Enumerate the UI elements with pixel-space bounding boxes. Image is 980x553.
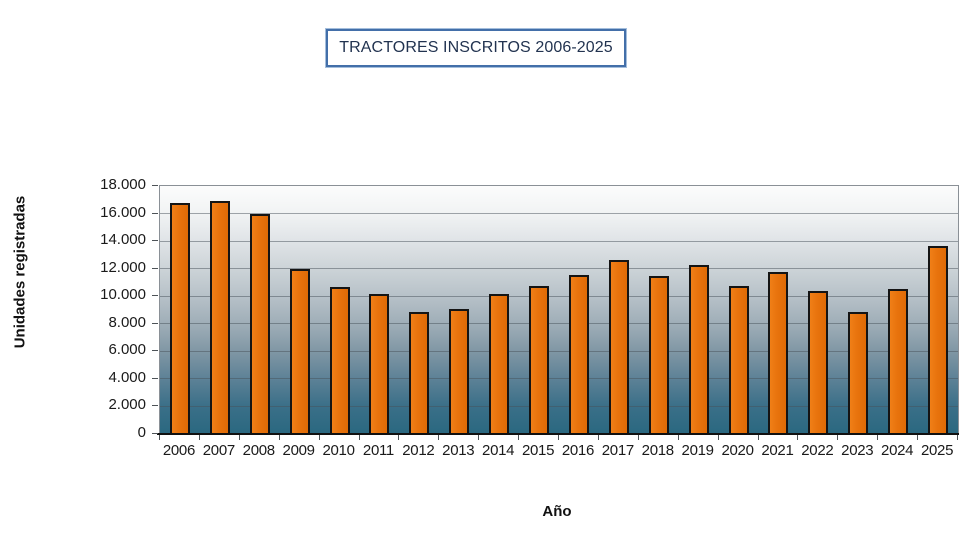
y-tick-label: 8.000 — [108, 313, 146, 331]
x-tick-mark — [278, 435, 280, 440]
x-tick-label: 2012 — [402, 442, 435, 459]
y-tick-mark — [152, 267, 158, 269]
bar-2021 — [768, 272, 789, 434]
bar-2010 — [329, 287, 350, 434]
gridline — [160, 323, 958, 325]
bar-2024 — [888, 289, 909, 434]
y-tick-label: 16.000 — [100, 203, 146, 221]
x-tick-label: 2022 — [801, 442, 834, 459]
x-tick-mark — [877, 435, 879, 440]
plot-area — [159, 185, 959, 435]
x-tick-label: 2014 — [482, 442, 515, 459]
x-tick-mark — [398, 435, 400, 440]
y-tick-label: 12.000 — [100, 258, 146, 276]
y-tick-mark — [152, 295, 158, 297]
y-tick-label: 6.000 — [108, 341, 146, 359]
y-tick-label: 18.000 — [100, 176, 146, 193]
bar-2022 — [808, 291, 829, 434]
gridline — [160, 350, 958, 352]
x-tick-label: 2006 — [162, 442, 196, 459]
y-tick-mark — [152, 212, 158, 214]
x-tick-label: 2024 — [881, 442, 914, 459]
bar-2017 — [608, 260, 629, 434]
x-axis-title: Año — [542, 503, 572, 520]
bar-2019 — [688, 265, 709, 434]
x-tick-label: 2007 — [202, 442, 235, 459]
x-tick-label: 2017 — [601, 442, 634, 459]
gridline — [160, 240, 958, 242]
bar-2025 — [928, 246, 949, 434]
bar-2023 — [848, 312, 869, 434]
bar-2018 — [648, 276, 669, 434]
x-tick-mark — [318, 435, 320, 440]
bar-2012 — [409, 312, 430, 434]
y-tick-mark — [152, 350, 158, 352]
y-tick-label: 14.000 — [100, 231, 146, 249]
x-tick-mark — [757, 435, 759, 440]
x-tick-mark — [837, 435, 839, 440]
x-tick-label: 2009 — [282, 442, 315, 459]
x-tick-label: 2018 — [641, 442, 674, 459]
x-tick-label: 2019 — [681, 442, 714, 459]
x-tick-mark — [677, 435, 679, 440]
x-tick-mark — [797, 435, 799, 440]
bar-2014 — [489, 294, 510, 434]
x-tick-label: 2010 — [322, 442, 355, 459]
y-tick-label: 4.000 — [108, 368, 146, 386]
y-tick-mark — [152, 433, 158, 434]
y-tick-label: 10.000 — [100, 286, 146, 304]
x-tick-label: 2015 — [521, 442, 555, 459]
x-tick-mark — [957, 435, 958, 440]
x-tick-label: 2013 — [442, 442, 475, 459]
x-tick-label: 2016 — [561, 442, 595, 459]
x-tick-label: 2011 — [362, 442, 394, 459]
y-tick-label: 0 — [137, 424, 146, 441]
x-tick-mark — [159, 435, 160, 440]
bar-2008 — [249, 214, 270, 434]
x-tick-mark — [917, 435, 919, 440]
x-tick-mark — [637, 435, 639, 440]
gridline — [160, 268, 958, 270]
gridline — [160, 378, 958, 380]
chart-title-box: TRACTORES INSCRITOS 2006-2025 — [325, 28, 627, 68]
bar-2011 — [369, 294, 390, 434]
x-tick-mark — [717, 435, 719, 440]
y-tick-mark — [152, 377, 158, 379]
gridline — [160, 213, 958, 215]
x-tick-label: 2008 — [242, 442, 275, 459]
gridline — [160, 295, 958, 297]
y-tick-mark — [152, 405, 158, 407]
y-tick-mark — [152, 322, 158, 324]
x-tick-mark — [558, 435, 559, 440]
x-tick-mark — [478, 435, 480, 440]
y-tick-mark — [152, 240, 158, 242]
bar-2013 — [449, 309, 470, 434]
y-axis-title: Unidades registradas — [11, 195, 29, 349]
y-tick-mark — [152, 185, 158, 186]
x-tick-label: 2025 — [920, 442, 954, 459]
x-tick-mark — [597, 435, 599, 440]
x-tick-mark — [518, 435, 520, 440]
chart-title: TRACTORES INSCRITOS 2006-2025 — [339, 39, 613, 56]
bar-2015 — [529, 286, 550, 434]
bar-2020 — [728, 286, 749, 434]
x-tick-label: 2021 — [761, 442, 794, 459]
gridline — [160, 405, 958, 407]
x-tick-mark — [198, 435, 200, 440]
x-tick-mark — [238, 435, 240, 440]
bar-2006 — [169, 203, 190, 434]
bar-2007 — [209, 201, 230, 434]
x-tick-label: 2023 — [841, 442, 874, 459]
y-tick-label: 2.000 — [108, 396, 146, 414]
x-tick-mark — [438, 435, 440, 440]
bar-2016 — [568, 275, 589, 434]
bar-2009 — [289, 269, 310, 434]
x-tick-mark — [358, 435, 360, 440]
x-axis-line — [157, 433, 959, 435]
x-tick-label: 2020 — [721, 442, 754, 459]
